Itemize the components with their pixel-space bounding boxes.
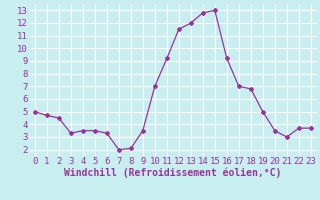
X-axis label: Windchill (Refroidissement éolien,°C): Windchill (Refroidissement éolien,°C) bbox=[64, 168, 282, 178]
